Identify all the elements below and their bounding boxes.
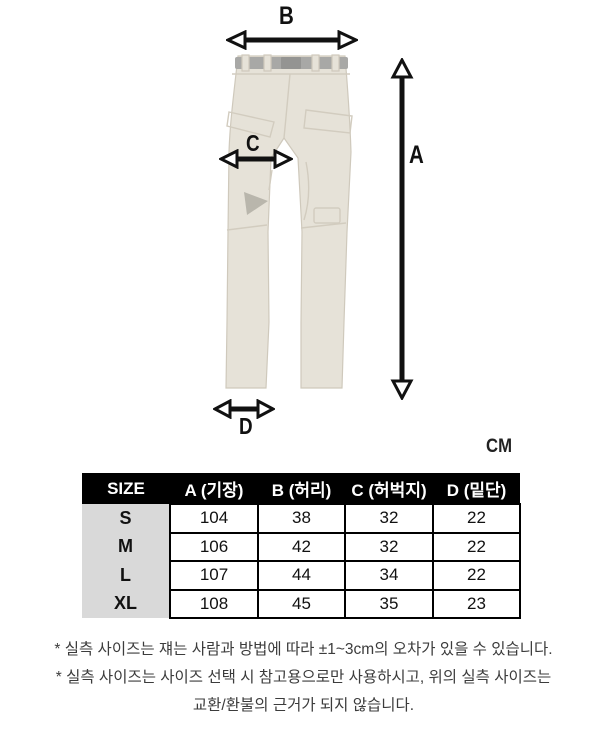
pants-silhouette [225, 55, 352, 389]
value-cell: 106 [169, 531, 259, 562]
size-cell: M [82, 532, 170, 561]
fold-lines [226, 161, 347, 231]
value-cell: 22 [432, 503, 521, 534]
table-row: XL 108 45 35 23 [82, 588, 521, 619]
value-cell: 108 [169, 588, 259, 619]
footnote-line-3: 교환/환불의 근거가 되지 않습니다. [192, 697, 415, 714]
belt-loops [241, 54, 340, 72]
arrow-c-thigh [219, 149, 293, 169]
unit-label-cm: CM [486, 436, 513, 457]
arrow-b-waist [226, 30, 358, 50]
size-cell: XL [82, 589, 170, 618]
size-cell: S [82, 504, 170, 533]
value-cell: 22 [432, 560, 521, 591]
value-cell: 35 [344, 588, 434, 619]
value-cell: 45 [257, 588, 346, 619]
header-d: D (밑단) [433, 473, 520, 504]
measure-label-c: C [246, 130, 260, 156]
value-cell: 22 [432, 531, 521, 562]
value-cell: 107 [169, 560, 259, 591]
header-a: A (기장) [170, 473, 258, 504]
knee-pocket-right [313, 207, 341, 224]
header-size: SIZE [82, 473, 170, 504]
belt-buckle [281, 57, 301, 69]
measure-label-d: D [239, 413, 253, 439]
value-cell: 38 [257, 503, 346, 534]
size-table: SIZE A (기장) B (허리) C (허벅지) D (밑단) S 104 … [82, 473, 521, 619]
value-cell: 104 [169, 503, 259, 534]
value-cell: 44 [257, 560, 346, 591]
measure-label-a: A [409, 141, 424, 169]
value-cell: 32 [344, 531, 434, 562]
table-row: M 106 42 32 22 [82, 531, 521, 562]
fly-seam [283, 73, 291, 139]
pants-illustration [225, 54, 353, 389]
footnote-line-2: * 실측 사이즈는 사이즈 선택 시 참고용으로만 사용하시고, 위의 실측 사… [55, 669, 552, 686]
arrow-d-hem [213, 399, 275, 419]
size-cell: L [82, 561, 170, 590]
pocket-flap-left [226, 111, 275, 138]
arrow-a-length [390, 58, 414, 400]
measure-label-b: B [279, 2, 294, 30]
header-b: B (허리) [258, 473, 345, 504]
value-cell: 32 [344, 503, 434, 534]
value-cell: 34 [344, 560, 434, 591]
header-c: C (허벅지) [345, 473, 433, 504]
knee-patch [244, 192, 268, 215]
table-row: L 107 44 34 22 [82, 560, 521, 591]
table-row: S 104 38 32 22 [82, 503, 521, 534]
pocket-flap-right [303, 109, 353, 134]
value-cell: 42 [257, 531, 346, 562]
footnote-line-1: * 실측 사이즈는 쟤는 사람과 방법에 따라 ±1~3cm의 오차가 있을 수… [54, 641, 553, 658]
value-cell: 23 [432, 588, 521, 619]
table-header-row: SIZE A (기장) B (허리) C (허벅지) D (밑단) [82, 473, 520, 504]
footnotes: * 실측 사이즈는 쟤는 사람과 방법에 따라 ±1~3cm의 오차가 있을 수… [0, 636, 607, 720]
